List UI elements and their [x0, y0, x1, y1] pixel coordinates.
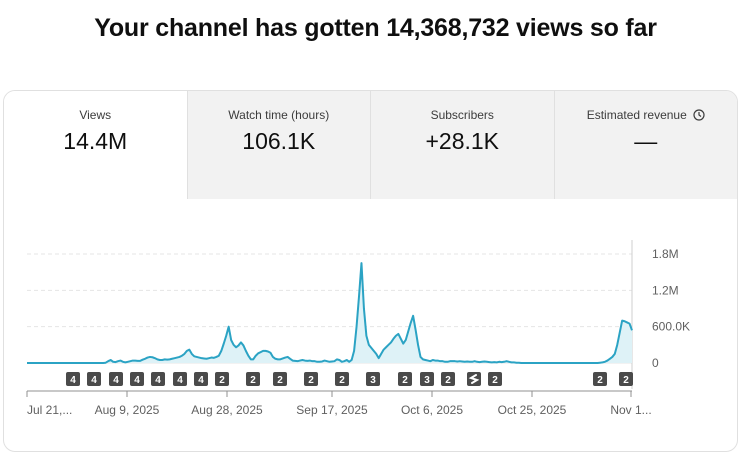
tab-value: 14.4M: [63, 128, 128, 154]
event-badge-count: 3: [370, 375, 376, 386]
shorts-icon: [468, 374, 480, 384]
event-badge: [87, 372, 101, 386]
event-badge-count: 2: [277, 375, 283, 386]
event-badge: [130, 372, 144, 386]
y-tick-label: 1.2M: [652, 283, 679, 297]
event-badge-count: 2: [339, 375, 345, 386]
event-badge-count: 2: [623, 375, 629, 386]
event-badge-count: 2: [402, 375, 408, 386]
clock-icon: [693, 109, 705, 121]
tab-subscribers[interactable]: Subscribers +28.1K: [371, 91, 555, 199]
event-badge: [215, 372, 229, 386]
tab-value: 106.1K: [242, 128, 316, 154]
tab-value: —: [634, 128, 658, 154]
tab-label: Watch time (hours): [228, 108, 330, 122]
event-badge: [366, 372, 380, 386]
x-tick-label: Oct 25, 2025: [498, 403, 567, 417]
event-badge: [441, 372, 455, 386]
event-badge-count: 2: [219, 375, 225, 386]
event-badge: [151, 372, 165, 386]
tab-label: Subscribers: [430, 108, 494, 122]
tab-watch-time[interactable]: Watch time (hours) 106.1K: [187, 91, 371, 199]
event-badge: [398, 372, 412, 386]
x-tick-label: Jul 21,...: [27, 403, 72, 417]
event-badge: [109, 372, 123, 386]
event-badge-count: 2: [308, 375, 314, 386]
event-badge-count: 2: [250, 375, 256, 386]
event-badge-count: 4: [177, 375, 183, 386]
x-tick-label: Sep 17, 2025: [296, 403, 368, 417]
series-line: [27, 262, 633, 364]
series-area: [27, 263, 632, 363]
views-chart: 1.8M 1.2M 600.0K 0 4 4 4 4 4 4 4 2 2 2 2 2 3 2 3 2 2 2 2 Jul 21…: [26, 240, 690, 417]
x-tick-label: Nov 1...: [610, 403, 651, 417]
tab-label: Estimated revenue: [555, 108, 738, 122]
x-tick-label: Aug 28, 2025: [191, 403, 263, 417]
event-badge-count: 4: [70, 375, 76, 386]
event-badge: [66, 372, 80, 386]
tab-label: Views: [79, 108, 112, 122]
metric-tabs: Views 14.4M Watch time (hours) 106.1K Su…: [4, 91, 737, 199]
event-badge: [593, 372, 607, 386]
event-badge: [246, 372, 260, 386]
event-badge: [619, 372, 633, 386]
event-badge-count: 2: [445, 375, 451, 386]
event-badge-count: 4: [198, 375, 204, 386]
event-badge: [173, 372, 187, 386]
y-tick-label: 600.0K: [652, 320, 690, 334]
event-badge-count: 2: [597, 375, 603, 386]
tab-views[interactable]: Views 14.4M: [4, 91, 188, 199]
event-badge: [420, 372, 434, 386]
event-badge-count: 4: [134, 375, 140, 386]
event-badge: [304, 372, 318, 386]
event-badge-count: 4: [91, 375, 97, 386]
event-badge: [194, 372, 208, 386]
x-tick-label: Oct 6, 2025: [401, 403, 463, 417]
y-tick-label: 0: [652, 356, 659, 370]
tab-estimated-revenue[interactable]: Estimated revenue —: [554, 91, 738, 199]
x-tick-label: Aug 9, 2025: [95, 403, 160, 417]
event-badge-count: 4: [113, 375, 119, 386]
page-headline: Your channel has gotten 14,368,732 views…: [94, 14, 657, 42]
tab-value: +28.1K: [425, 128, 500, 154]
event-badge-count: 4: [155, 375, 161, 386]
event-badge-count: 2: [492, 375, 498, 386]
analytics-card: Views 14.4M Watch time (hours) 106.1K Su…: [3, 90, 738, 452]
event-badge: [273, 372, 287, 386]
event-badge-count: 3: [424, 375, 430, 386]
tab-label-text: Estimated revenue: [586, 108, 687, 122]
event-badge: [488, 372, 502, 386]
event-badge: [335, 372, 349, 386]
y-tick-label: 1.8M: [652, 247, 679, 261]
